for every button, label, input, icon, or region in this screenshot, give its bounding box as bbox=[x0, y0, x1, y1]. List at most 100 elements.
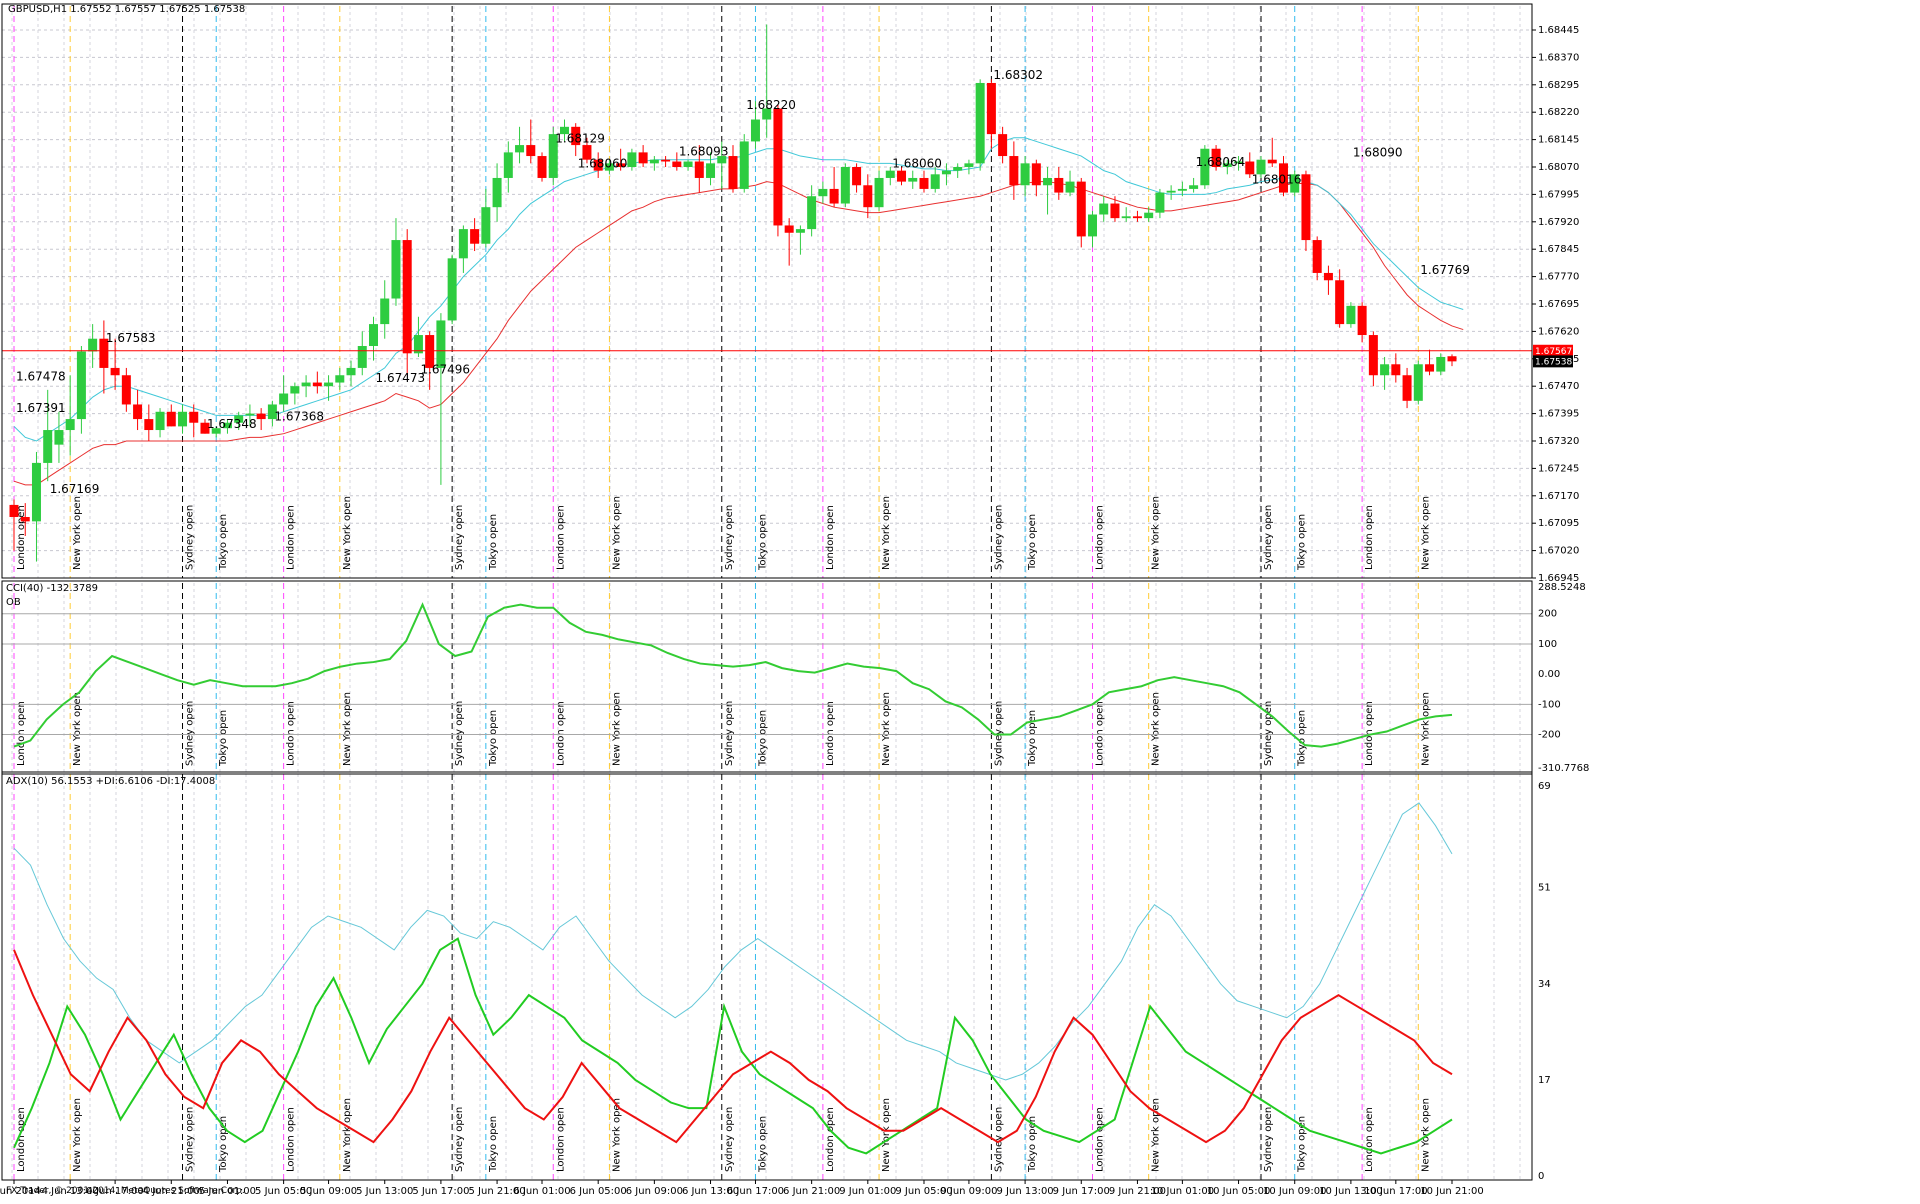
price-tick-label: 1.66945 bbox=[1538, 573, 1579, 584]
bear-candle bbox=[1402, 375, 1412, 401]
bear-candle bbox=[144, 419, 154, 431]
bear-candle bbox=[1245, 161, 1255, 175]
price-tick-label: 1.67620 bbox=[1538, 326, 1579, 337]
session-label-sydney: Sydney open bbox=[724, 701, 735, 766]
cci-tick-label: 0.00 bbox=[1538, 669, 1560, 680]
bear-candle bbox=[1391, 364, 1401, 376]
time-tick-label: 9 Jun 21:00 bbox=[1109, 1186, 1166, 1197]
session-label-tokyo: Tokyo open bbox=[1027, 710, 1038, 767]
session-label-london: London open bbox=[825, 701, 836, 766]
bull-candle bbox=[458, 229, 468, 259]
bull-candle bbox=[750, 119, 760, 142]
price-tick-label: 1.67470 bbox=[1538, 381, 1579, 392]
price-annotation: 1.67473 bbox=[376, 371, 426, 385]
bear-candle bbox=[1278, 163, 1288, 193]
bull-candle bbox=[54, 430, 64, 445]
bear-candle bbox=[526, 145, 536, 157]
symbol-header: GBPUSD,H1 1.67552 1.67557 1.67525 1.6753… bbox=[8, 4, 245, 15]
session-label-london: London open bbox=[555, 1107, 566, 1172]
session-label-sydney: Sydney open bbox=[724, 505, 735, 570]
time-tick-label: 9 Jun 17:00 bbox=[1053, 1186, 1110, 1197]
time-tick-label: 5 Jun 01:00 bbox=[199, 1186, 256, 1197]
time-tick-label: 6 Jun 17:00 bbox=[727, 1186, 784, 1197]
session-label-newyork: New York open bbox=[1151, 1098, 1162, 1172]
price-tick-label: 1.68445 bbox=[1538, 25, 1579, 36]
session-label-london: London open bbox=[1364, 1107, 1375, 1172]
time-tick-label: 9 Jun 01:00 bbox=[839, 1186, 896, 1197]
bear-candle bbox=[1447, 356, 1457, 362]
price-tick-label: 1.67920 bbox=[1538, 217, 1579, 228]
session-label-newyork: New York open bbox=[72, 692, 83, 766]
bull-candle bbox=[1144, 212, 1154, 219]
bull-candle bbox=[1380, 364, 1390, 376]
session-label-tokyo: Tokyo open bbox=[488, 514, 499, 571]
bear-candle bbox=[998, 134, 1008, 157]
price-annotation: 1.68060 bbox=[892, 157, 942, 171]
bear-candle bbox=[728, 156, 738, 189]
session-label-sydney: Sydney open bbox=[993, 505, 1004, 570]
session-label-newyork: New York open bbox=[72, 1098, 83, 1172]
bull-candle bbox=[380, 298, 390, 325]
bull-candle bbox=[930, 174, 940, 189]
time-tick-label: 9 Jun 05:00 bbox=[895, 1186, 952, 1197]
bull-candle bbox=[807, 196, 817, 230]
session-label-tokyo: Tokyo open bbox=[488, 1116, 499, 1173]
bull-candle bbox=[301, 382, 311, 387]
session-label-london: London open bbox=[825, 1107, 836, 1172]
bear-candle bbox=[189, 411, 199, 423]
session-label-newyork: New York open bbox=[1151, 692, 1162, 766]
bear-candle bbox=[638, 152, 648, 164]
session-label-tokyo: Tokyo open bbox=[218, 1116, 229, 1173]
session-label-london: London open bbox=[286, 505, 297, 570]
bear-candle bbox=[582, 145, 592, 160]
bear-candle bbox=[773, 108, 783, 226]
bull-candle bbox=[717, 156, 727, 164]
adx-series-0 bbox=[13, 802, 1453, 1081]
bull-candle bbox=[503, 152, 513, 178]
bull-candle bbox=[953, 167, 963, 171]
bear-candle bbox=[986, 82, 996, 135]
bull-candle bbox=[88, 338, 98, 352]
bull-candle bbox=[1043, 177, 1053, 186]
bear-candle bbox=[1076, 181, 1086, 237]
session-label-london: London open bbox=[1095, 1107, 1106, 1172]
time-tick-label: 4 Jun 13:00 bbox=[42, 1186, 99, 1197]
price-annotation: 1.68060 bbox=[578, 157, 628, 171]
bull-candle bbox=[447, 258, 457, 321]
bull-candle bbox=[76, 351, 86, 420]
bear-candle bbox=[593, 159, 603, 171]
bear-candle bbox=[166, 411, 176, 427]
bull-candle bbox=[1234, 161, 1244, 164]
session-label-tokyo: Tokyo open bbox=[1297, 1116, 1308, 1173]
session-label-london: London open bbox=[16, 701, 27, 766]
price-annotation: 1.68302 bbox=[993, 68, 1043, 82]
axes: 1.68445 1.68370 1.68295 1.68220 1.68145 1.680… bbox=[0, 3, 1589, 1197]
time-tick-label: 4 Jun 2014 bbox=[0, 1186, 41, 1197]
bull-candle bbox=[515, 145, 525, 153]
adx-tick-label: 17 bbox=[1538, 1075, 1551, 1086]
bear-candle bbox=[852, 167, 862, 186]
bear-candle bbox=[20, 516, 30, 522]
bull-candle bbox=[1290, 174, 1300, 193]
session-label-london: London open bbox=[555, 505, 566, 570]
bull-candle bbox=[683, 161, 693, 167]
bull-candle bbox=[1189, 185, 1199, 189]
bear-candle bbox=[672, 161, 682, 167]
price-annotation: 1.68129 bbox=[555, 131, 605, 145]
price-annotation: 1.67368 bbox=[274, 409, 324, 423]
cci-tick-label: 100 bbox=[1538, 639, 1557, 650]
bull-candle bbox=[604, 163, 614, 171]
session-label-london: London open bbox=[1364, 505, 1375, 570]
bear-candle bbox=[1425, 364, 1435, 372]
bull-candle bbox=[1222, 163, 1232, 167]
cci-pane: CCI(40) -132.3789 OB bbox=[2, 583, 1532, 748]
bull-candle bbox=[43, 430, 53, 463]
price-annotation: 1.67478 bbox=[16, 369, 66, 383]
bear-candle bbox=[784, 225, 794, 233]
adx-series-1 bbox=[13, 937, 1453, 1155]
session-label-london: London open bbox=[286, 1107, 297, 1172]
session-label-tokyo: Tokyo open bbox=[218, 710, 229, 767]
price-annotation: 1.68016 bbox=[1252, 173, 1302, 187]
bull-candle bbox=[245, 413, 255, 416]
